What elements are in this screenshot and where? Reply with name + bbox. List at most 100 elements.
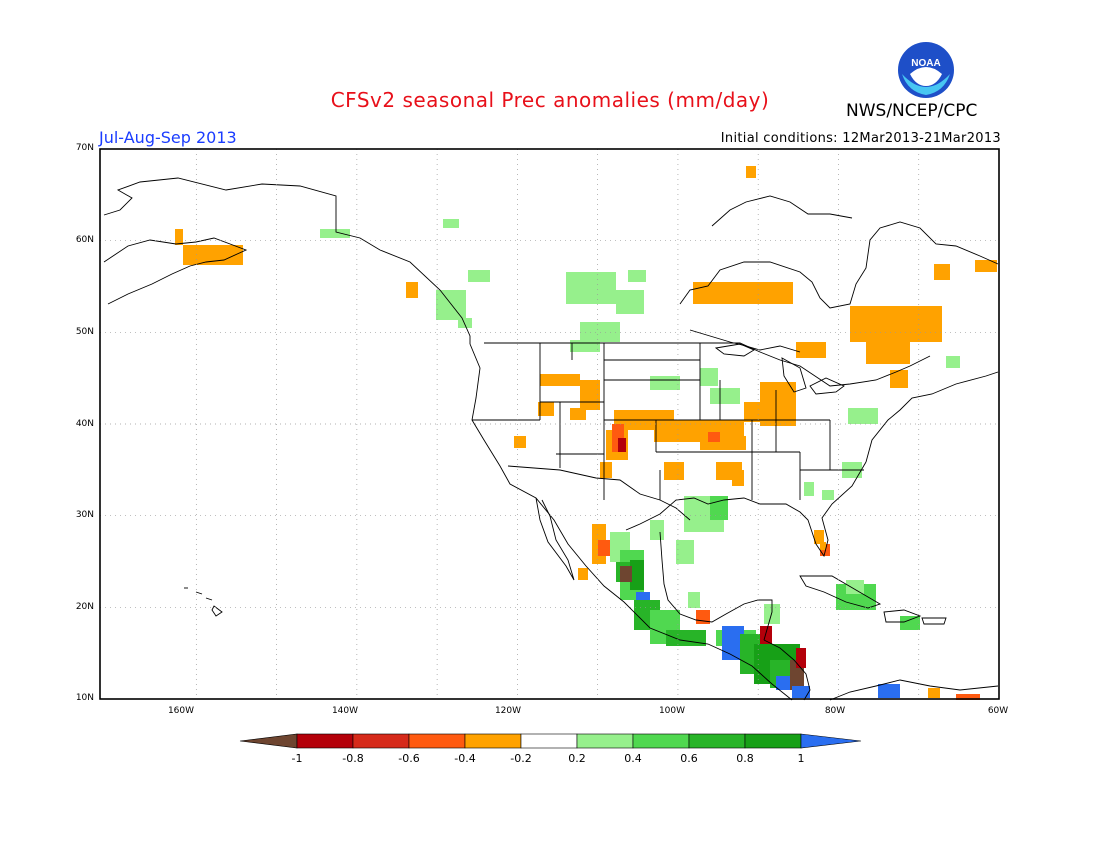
coastline — [205, 597, 213, 601]
logo-text: NOAA — [911, 58, 940, 69]
lon-tick-100w: 100W — [658, 706, 686, 716]
coastline — [469, 343, 793, 701]
anomaly-cell — [580, 380, 600, 410]
anomaly-cell — [468, 270, 490, 282]
coastline — [211, 605, 223, 617]
anomaly-cell — [796, 648, 806, 668]
anomaly-cell — [436, 290, 466, 320]
noaa-logo: NOAA — [898, 42, 954, 98]
anomaly-cell — [900, 616, 920, 630]
coastline — [659, 531, 773, 641]
legend-arrow-high — [800, 733, 862, 749]
legend-label: 0.8 — [736, 752, 754, 765]
anomaly-cell — [878, 684, 900, 698]
legend-label: -0.8 — [342, 752, 364, 765]
anomaly-cell — [760, 382, 796, 426]
lat-tick-30n: 30N — [75, 510, 94, 520]
anomaly-cell — [650, 376, 680, 390]
legend-label: 0.4 — [624, 752, 642, 765]
season-label: Jul-Aug-Sep 2013 — [99, 128, 237, 147]
legend-swatch — [688, 733, 746, 749]
lon-tick-160w: 160W — [167, 706, 195, 716]
chart-title: CFSv2 seasonal Prec anomalies (mm/day) — [330, 88, 770, 112]
legend-label: 0.6 — [680, 752, 698, 765]
initial-conditions-label: Initial conditions: 12Mar2013-21Mar2013 — [720, 131, 1001, 146]
anomaly-cell — [708, 432, 720, 442]
lon-tick-140w: 140W — [331, 706, 359, 716]
coastline — [507, 465, 691, 521]
anomaly-cell — [946, 356, 960, 368]
anomaly-cell — [764, 604, 780, 624]
lon-tick-120w: 120W — [494, 706, 522, 716]
anomaly-cell — [934, 264, 950, 280]
lat-tick-50n: 50N — [75, 327, 94, 337]
legend-swatch — [632, 733, 690, 749]
coastline — [865, 371, 999, 463]
anomaly-cell — [538, 402, 554, 416]
anomaly-cell — [928, 688, 940, 698]
anomaly-cell — [540, 374, 580, 386]
legend-swatch — [576, 733, 634, 749]
legend-swatch — [352, 733, 410, 749]
coastline — [763, 639, 811, 701]
anomaly-cell — [846, 580, 864, 594]
anomaly-cell — [630, 560, 644, 590]
anomaly-cell — [848, 408, 878, 424]
legend-label: -0.4 — [454, 752, 476, 765]
lat-tick-60n: 60N — [75, 235, 94, 245]
anomaly-cell — [570, 408, 586, 420]
legend-label: 1 — [797, 752, 805, 765]
legend-swatch — [408, 733, 466, 749]
anomaly-cell — [600, 462, 612, 478]
legend-label: -1 — [291, 752, 303, 765]
coastline — [781, 357, 807, 393]
anomaly-cell — [975, 260, 997, 272]
legend-label: 0.2 — [568, 752, 586, 765]
coastline — [883, 609, 922, 623]
anomaly-cell — [710, 388, 740, 404]
lat-tick-70n: 70N — [75, 143, 94, 153]
coastline — [103, 177, 471, 344]
anomaly-cell — [183, 245, 243, 265]
coastline — [809, 377, 845, 395]
anomaly-cell — [850, 306, 942, 342]
coastline — [799, 575, 882, 609]
coastline — [484, 342, 931, 387]
anomaly-cell — [776, 676, 790, 690]
lon-tick-60w: 60W — [987, 706, 1009, 716]
anomaly-cell — [760, 626, 772, 646]
anomaly-cell — [443, 219, 459, 228]
coastline — [714, 343, 755, 357]
legend-swatch — [464, 733, 522, 749]
anomaly-cell — [320, 229, 350, 238]
anomaly-cell — [566, 272, 616, 304]
lat-tick-10n: 10N — [75, 693, 94, 703]
coastline — [625, 461, 867, 558]
anomaly-cell — [458, 318, 472, 328]
anomaly-cell — [796, 342, 826, 358]
anomaly-cell — [578, 568, 588, 580]
anomaly-cell — [664, 462, 684, 480]
anomaly-cell — [628, 270, 646, 282]
anomaly-cell — [688, 592, 700, 608]
anomaly-cell — [700, 368, 718, 386]
coastline — [829, 679, 999, 701]
anomaly-cell — [804, 482, 814, 496]
anomaly-cell — [822, 490, 834, 500]
anomaly-cell — [890, 370, 908, 388]
coastline — [679, 221, 999, 309]
anomaly-cell — [956, 694, 980, 700]
anomaly-cell — [616, 290, 644, 314]
coastline — [711, 195, 853, 227]
legend-swatch — [296, 733, 354, 749]
legend-label: -0.6 — [398, 752, 420, 765]
anomaly-cell — [175, 229, 183, 245]
map-frame — [99, 148, 1000, 700]
coastline — [195, 591, 203, 595]
lat-tick-20n: 20N — [75, 602, 94, 612]
anomaly-cell — [746, 166, 756, 178]
lat-tick-40n: 40N — [75, 419, 94, 429]
coastline — [921, 617, 947, 625]
